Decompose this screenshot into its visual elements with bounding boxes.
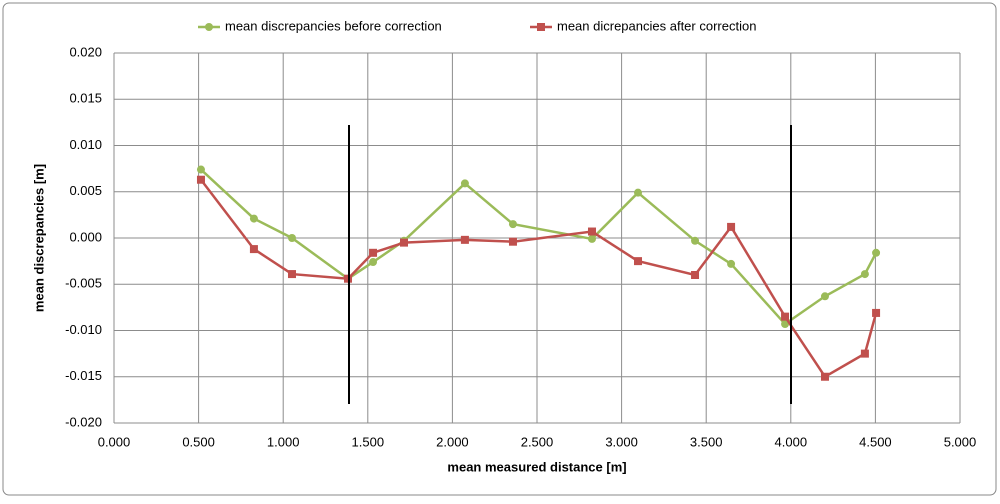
data-point <box>460 235 469 244</box>
data-point <box>634 188 643 197</box>
data-point <box>587 234 596 243</box>
y-tick-label: 0.000 <box>69 229 102 244</box>
data-point <box>460 179 469 188</box>
data-point <box>196 175 205 184</box>
x-tick-label: 4.500 <box>859 434 892 449</box>
series-line <box>200 168 878 326</box>
data-point <box>872 248 881 257</box>
x-tick-label: 0.000 <box>98 434 131 449</box>
data-point <box>820 292 829 301</box>
x-tick-label: 1.000 <box>267 434 300 449</box>
data-point <box>249 214 258 223</box>
data-point <box>781 320 790 329</box>
data-point <box>400 238 409 247</box>
data-point <box>587 227 596 236</box>
x-tick-label: 2.500 <box>521 434 554 449</box>
y-tick-label: 0.020 <box>69 44 102 59</box>
legend-label: mean discrepancies before correction <box>225 18 442 33</box>
chart-frame <box>2 2 997 496</box>
series-line <box>199 178 878 379</box>
x-tick-label: 2.000 <box>436 434 469 449</box>
data-point <box>508 237 517 246</box>
y-tick-label: -0.020 <box>65 414 102 429</box>
data-point <box>781 312 790 321</box>
y-tick-label: -0.005 <box>65 276 102 291</box>
data-point <box>727 222 736 231</box>
data-point <box>369 258 378 267</box>
x-axis-title: mean measured distance [m] <box>447 459 626 474</box>
y-tick-label: 0.010 <box>69 137 102 152</box>
data-point <box>508 220 517 229</box>
data-point <box>287 270 296 279</box>
x-tick-label: 3.500 <box>690 434 723 449</box>
data-point <box>691 236 700 245</box>
legend-marker <box>537 23 545 31</box>
x-tick-label: 0.500 <box>182 434 215 449</box>
data-point <box>860 349 869 358</box>
y-tick-label: 0.005 <box>69 183 102 198</box>
y-axis-title: mean discrepancies [m] <box>31 164 46 312</box>
data-point <box>249 245 258 254</box>
y-tick-label: -0.010 <box>65 322 102 337</box>
x-tick-label: 3.000 <box>605 434 638 449</box>
data-point <box>820 372 829 381</box>
data-point <box>860 270 869 279</box>
data-point <box>634 257 643 266</box>
data-point <box>287 234 296 242</box>
legend-marker <box>205 23 213 31</box>
data-point <box>691 271 700 279</box>
plot-area: -0.020 -0.015 -0.010 -0.005 0.000 0.005 0.010 0… <box>65 18 976 449</box>
data-point <box>872 308 881 317</box>
data-point <box>196 165 205 174</box>
x-tick-label: 4.000 <box>775 434 808 449</box>
legend-label: mean dicrepancies after correction <box>557 18 756 33</box>
y-tick-label: 0.015 <box>69 91 102 106</box>
data-point <box>369 248 378 257</box>
data-point <box>727 259 736 268</box>
x-tick-label: 1.500 <box>352 434 385 449</box>
x-tick-label: 5.000 <box>944 434 977 449</box>
y-tick-label: -0.015 <box>65 368 102 383</box>
